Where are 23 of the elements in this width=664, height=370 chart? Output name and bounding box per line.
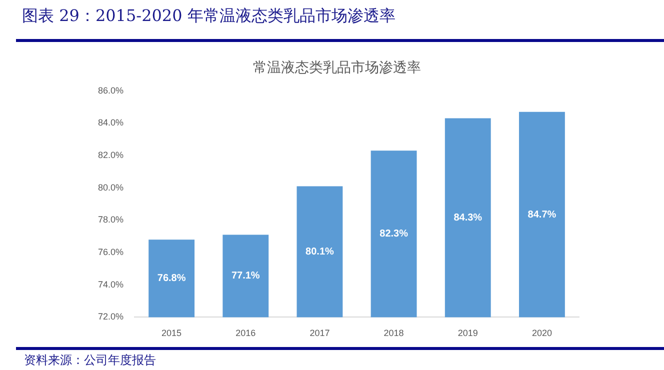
y-tick-label: 82.0% — [98, 150, 124, 160]
data-label: 76.8% — [157, 273, 186, 284]
y-tick-label: 76.0% — [98, 247, 124, 257]
y-tick-label: 80.0% — [98, 182, 124, 192]
y-tick-label: 78.0% — [98, 214, 124, 225]
x-tick-label: 2018 — [384, 328, 404, 338]
data-label: 77.1% — [231, 270, 260, 282]
data-label: 84.7% — [528, 209, 556, 220]
data-label: 82.3% — [380, 228, 408, 240]
x-tick-label: 2020 — [532, 328, 552, 338]
x-tick-label: 2016 — [236, 328, 256, 338]
data-label: 80.1% — [306, 246, 334, 258]
text: 资料来源：公司年度报告 — [24, 352, 156, 369]
y-tick-label: 74.0% — [98, 279, 124, 290]
y-tick-label: 86.0% — [98, 85, 124, 96]
data-label: 84.3% — [454, 212, 482, 224]
chart-title: 图表 29：2015-2020 年常温液态类乳品市场渗透率 — [22, 6, 396, 27]
chart-subtitle: 常温液态类乳品市场渗透率 — [253, 60, 421, 76]
y-tick-label: 72.0% — [98, 312, 124, 322]
x-tick-label: 2015 — [162, 328, 182, 338]
y-tick-label: 84.0% — [98, 118, 124, 128]
x-tick-label: 2017 — [310, 328, 330, 338]
x-tick-label: 2019 — [458, 328, 478, 338]
